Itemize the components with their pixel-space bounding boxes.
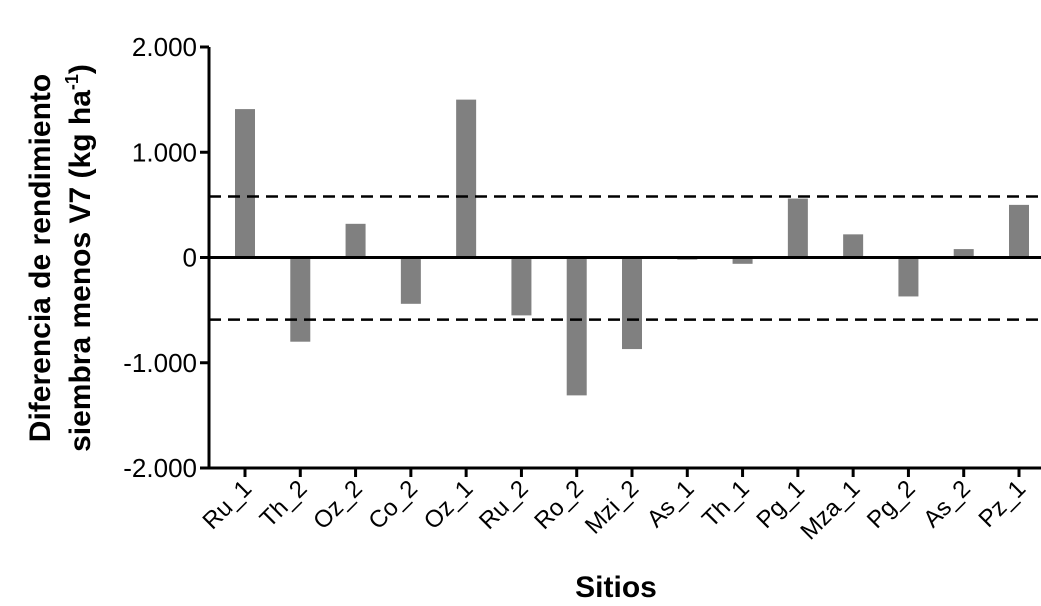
x-tick-label: Th_1	[697, 475, 755, 533]
bar	[843, 234, 864, 258]
x-tick-label: Oz_2	[308, 475, 368, 535]
bar	[456, 99, 477, 258]
x-tick-label: Mza_1	[795, 475, 865, 545]
y-tick-label: 1.000	[132, 137, 197, 167]
y-tick-label: 0	[183, 243, 197, 273]
y-axis-title-line2: siembra menos V7 (kg ha-1)	[62, 64, 97, 452]
y-tick-label: 2.000	[132, 32, 197, 62]
bar	[1009, 204, 1029, 258]
y-axis-title: Diferencia de rendimiento siembra menos …	[24, 64, 97, 452]
bar	[235, 109, 255, 258]
reference-lines	[209, 195, 1041, 321]
x-tick-label: Oz_1	[419, 475, 479, 535]
bar	[290, 257, 311, 342]
bar	[622, 257, 642, 350]
bar	[732, 257, 753, 264]
x-tick-label: Mzi_2	[580, 475, 644, 539]
bar	[400, 257, 421, 304]
x-tick-label: Ru_2	[474, 475, 534, 535]
bar	[953, 249, 974, 258]
y-ticks: 2.000 1.000 0 -1.000 -2.000	[123, 32, 209, 483]
axes	[207, 47, 1041, 470]
bar	[345, 223, 366, 258]
x-tick-label: Pg_2	[862, 475, 921, 534]
x-tick-label: Ro_2	[529, 475, 589, 535]
y-tick-label: -1.000	[123, 348, 197, 378]
y-axis-title-close: )	[64, 64, 97, 74]
y-axis-title-line1: Diferencia de rendimiento	[24, 74, 57, 442]
x-tick-label: Ru_1	[198, 475, 258, 535]
bars	[235, 99, 1029, 396]
bar	[511, 257, 532, 316]
bar	[787, 198, 808, 258]
x-tick-label: As_1	[642, 475, 700, 533]
x-tick-label: As_2	[918, 475, 976, 533]
x-tick-label: Co_2	[363, 475, 423, 535]
y-axis-title-main: siembra menos V7 (kg ha	[64, 90, 97, 452]
y-axis-title-superscript: -1	[62, 74, 82, 90]
x-axis-title: Sitios	[575, 571, 657, 604]
x-tick-labels: Ru_1Th_2Oz_2Co_2Oz_1Ru_2Ro_2Mzi_2As_1Th_…	[198, 468, 1031, 545]
x-tick-label: Pz_1	[973, 475, 1031, 533]
bar	[566, 257, 587, 396]
x-tick-label: Th_2	[255, 475, 313, 533]
bar	[898, 257, 919, 297]
y-tick-label: -2.000	[123, 453, 197, 483]
